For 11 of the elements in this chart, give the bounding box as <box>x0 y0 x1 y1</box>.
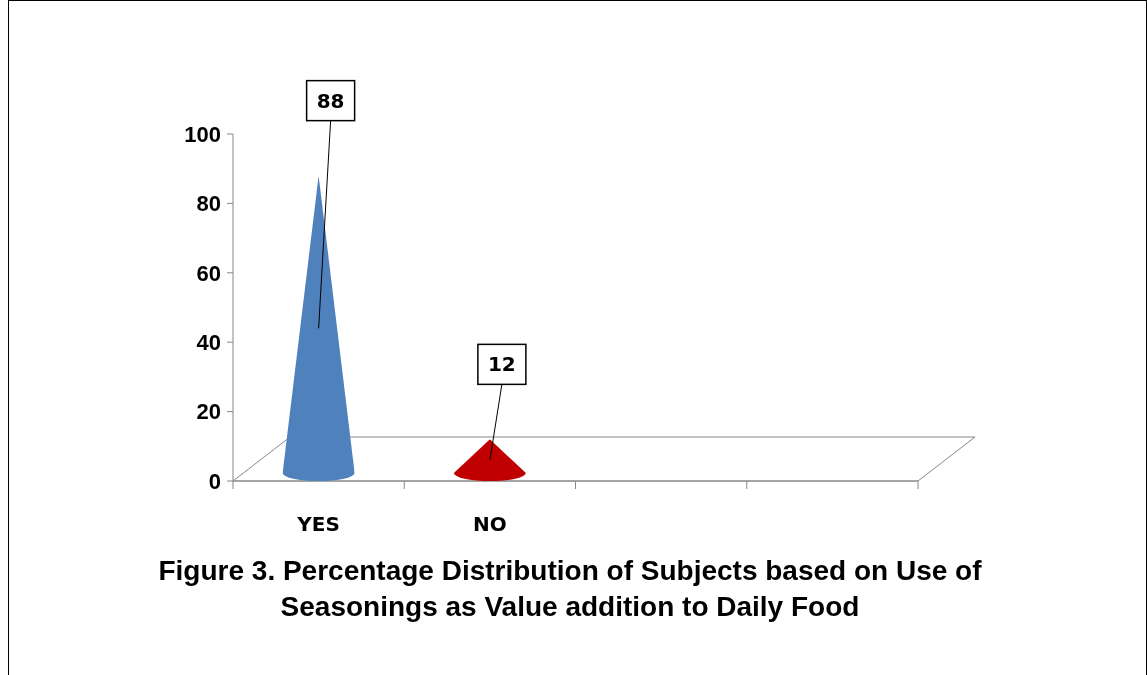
y-tick-label: 20 <box>196 399 221 425</box>
text: Figure 3. Percentage Distribution of Subjects based on Use of Seasonings as Value addition to Daily Food <box>158 555 983 622</box>
y-tick-label: 80 <box>196 191 221 217</box>
data-label: 12 <box>487 352 516 377</box>
x-tick-label: NO <box>473 512 507 536</box>
data-label: 88 <box>316 88 345 113</box>
y-tick-label: 60 <box>196 260 221 286</box>
y-tick-label: 0 <box>208 468 221 494</box>
x-tick-label: YES <box>296 512 340 536</box>
y-tick-label: 40 <box>196 329 221 355</box>
y-tick-label: 100 <box>184 121 221 147</box>
